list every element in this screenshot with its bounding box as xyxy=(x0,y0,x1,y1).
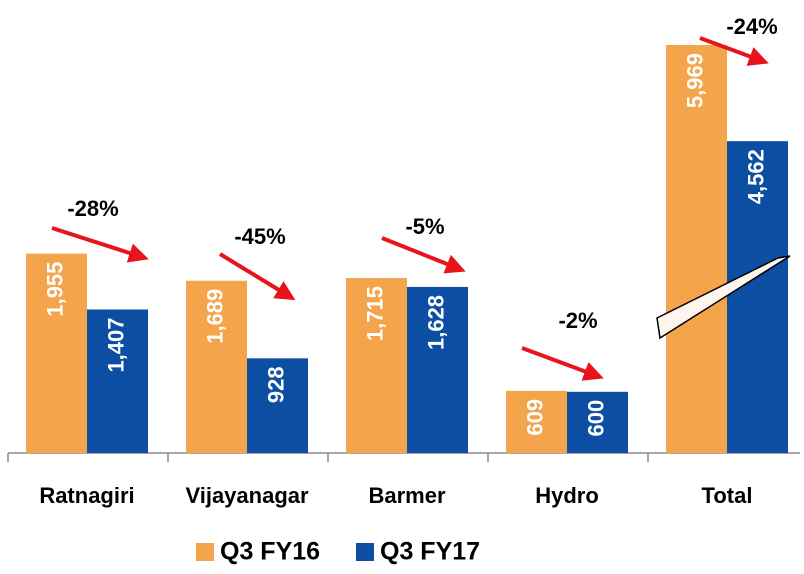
legend-label: Q3 FY16 xyxy=(220,538,320,566)
x-tick-label: Hydro xyxy=(535,483,599,508)
value-label: 1,715 xyxy=(362,286,387,341)
bar xyxy=(87,309,148,453)
bar xyxy=(26,253,87,453)
bar xyxy=(727,141,788,453)
legend-swatch xyxy=(196,543,214,561)
annotation-arrow xyxy=(521,346,604,381)
bar xyxy=(247,358,308,453)
bar xyxy=(666,45,727,453)
x-tick-label: Total xyxy=(702,483,753,508)
value-label: 928 xyxy=(263,366,288,403)
axis-break xyxy=(656,255,791,340)
legend-label: Q3 FY17 xyxy=(380,538,480,566)
annotation-arrow xyxy=(699,36,769,66)
bar xyxy=(407,286,468,453)
annotation: -28% xyxy=(67,196,118,221)
value-label: 1,407 xyxy=(103,317,128,372)
value-label: 609 xyxy=(522,399,547,436)
x-tick-label: Vijayanagar xyxy=(185,483,309,508)
annotation-arrow xyxy=(51,226,149,263)
annotation-arrow xyxy=(381,236,466,274)
value-label: 1,955 xyxy=(42,262,67,317)
annotation: -45% xyxy=(234,224,285,249)
value-label: 1,689 xyxy=(202,289,227,344)
bar xyxy=(567,391,628,453)
value-label: 1,628 xyxy=(423,295,448,350)
value-label: 600 xyxy=(583,400,608,437)
bar xyxy=(506,390,567,453)
x-tick-label: Ratnagiri xyxy=(39,483,134,508)
legend-swatch xyxy=(356,543,374,561)
annotation: -5% xyxy=(405,214,444,239)
x-tick-label: Barmer xyxy=(368,483,445,508)
bar xyxy=(186,280,247,453)
annotation: -24% xyxy=(726,14,777,39)
annotation: -2% xyxy=(558,308,597,333)
value-label: 4,562 xyxy=(743,149,768,204)
value-label: 5,969 xyxy=(682,53,707,108)
bar xyxy=(346,278,407,453)
annotation-arrow xyxy=(218,252,296,301)
